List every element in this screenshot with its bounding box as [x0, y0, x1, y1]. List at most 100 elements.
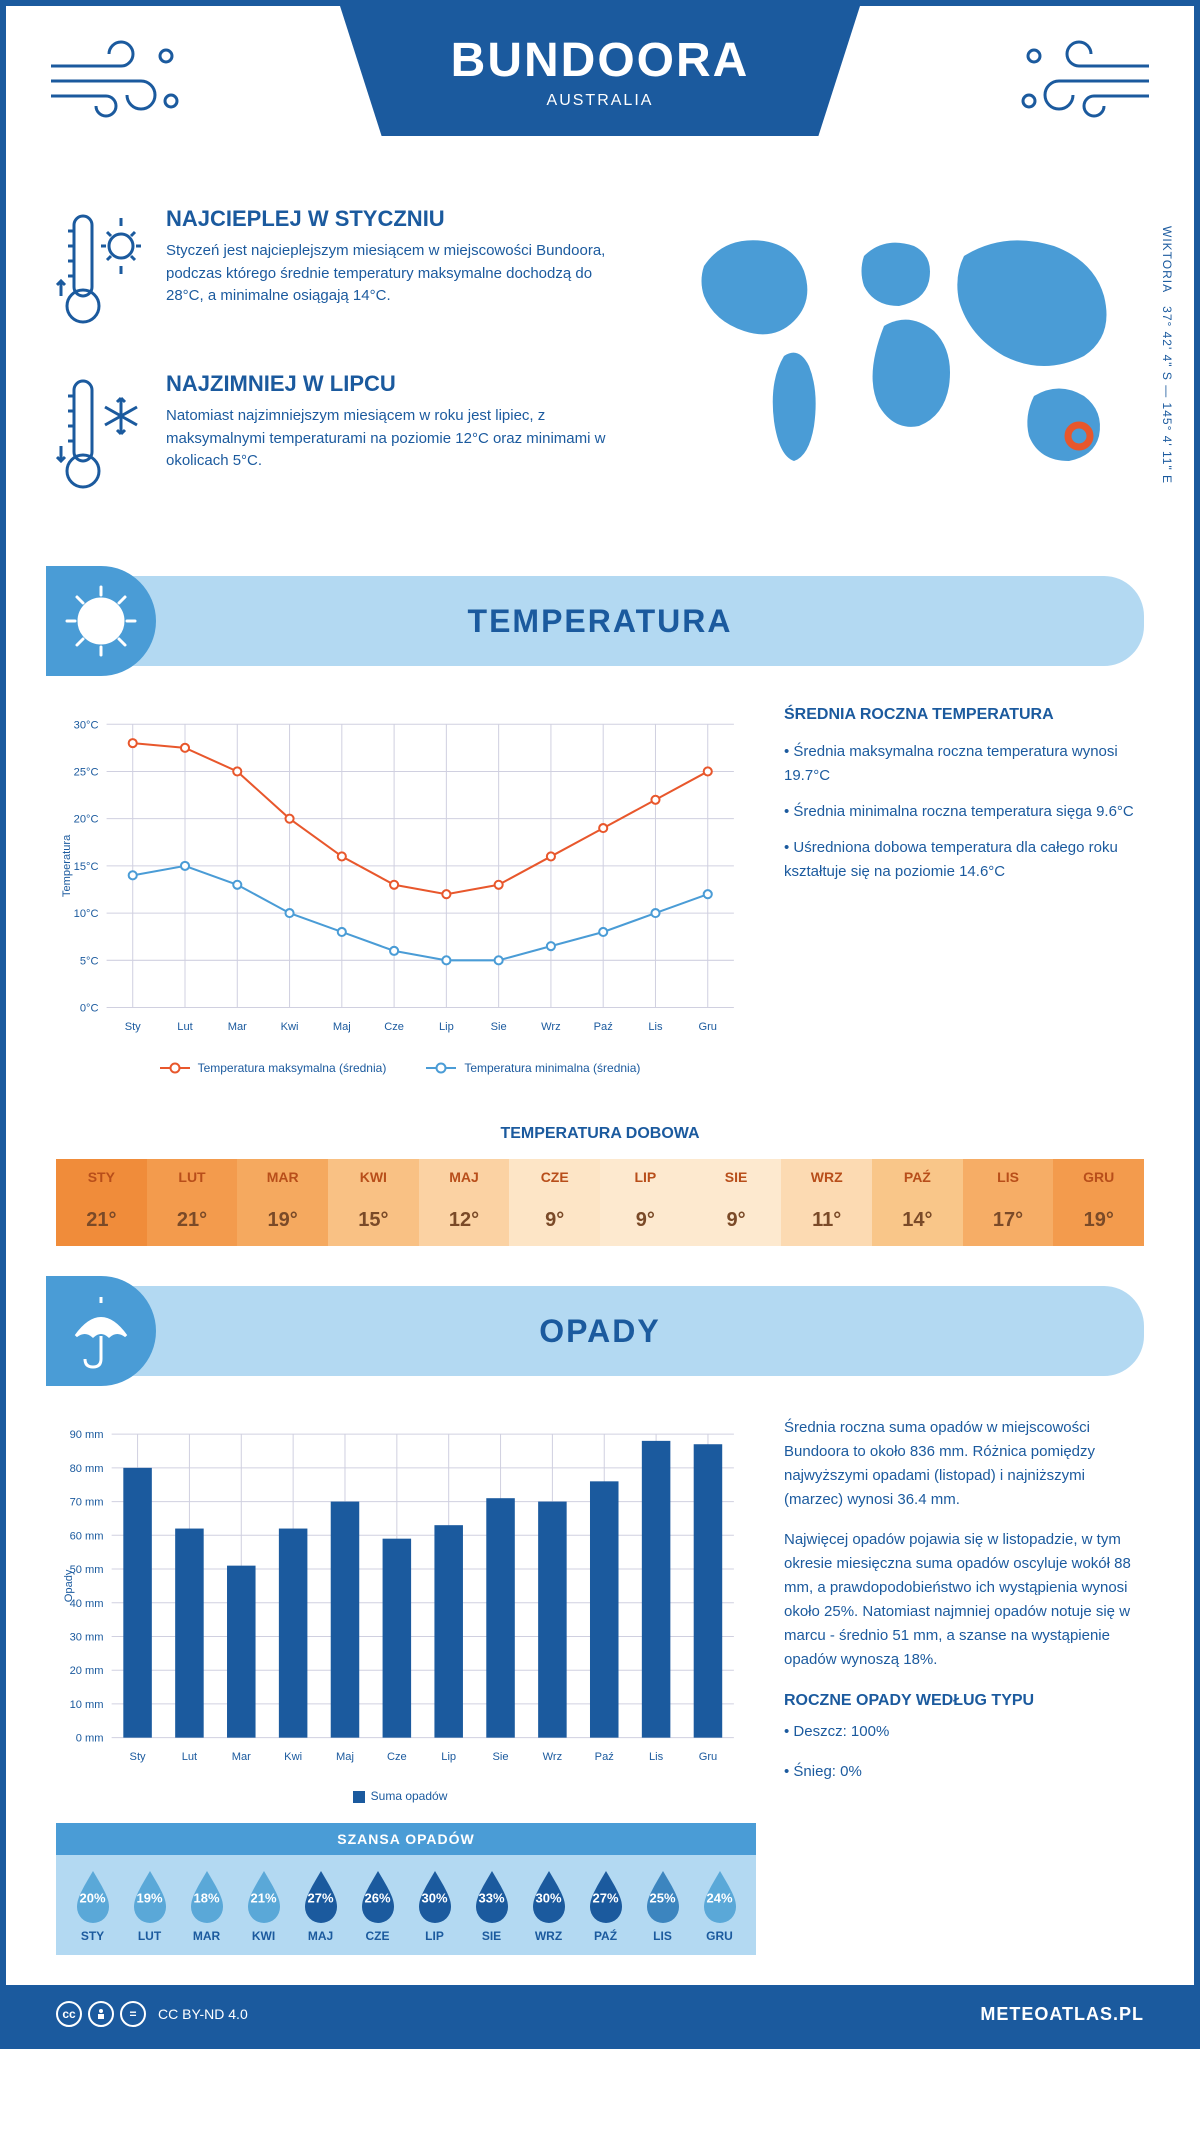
daily-col: WRZ 11°: [781, 1159, 872, 1246]
precipitation-section-header: OPADY: [56, 1286, 1144, 1376]
svg-text:Paź: Paź: [594, 1021, 613, 1033]
license-text: CC BY-ND 4.0: [158, 2006, 248, 2022]
svg-text:Lis: Lis: [648, 1021, 663, 1033]
coldest-block: NAJZIMNIEJ W LIPCU Natomiast najzimniejs…: [56, 371, 624, 506]
svg-text:Cze: Cze: [387, 1751, 407, 1763]
legend-min: .legend-item:nth-child(2) .legend-swatch…: [426, 1061, 640, 1075]
daily-col: MAJ 12°: [419, 1159, 510, 1246]
precip-type: • Śnieg: 0%: [784, 1760, 1144, 1784]
svg-text:Lut: Lut: [182, 1751, 197, 1763]
daily-temp-title: TEMPERATURA DOBOWA: [6, 1125, 1194, 1143]
daily-col: MAR 19°: [237, 1159, 328, 1246]
svg-text:Mar: Mar: [232, 1751, 251, 1763]
svg-text:Maj: Maj: [336, 1751, 354, 1763]
svg-text:Paź: Paź: [595, 1751, 614, 1763]
chance-col: 30% WRZ: [520, 1867, 577, 1943]
legend-max: .legend-item:nth-child(1) .legend-swatch…: [160, 1061, 387, 1075]
svg-text:Wrz: Wrz: [541, 1021, 561, 1033]
umbrella-icon: [46, 1276, 156, 1386]
warmest-block: NAJCIEPLEJ W STYCZNIU Styczeń jest najci…: [56, 206, 624, 341]
svg-text:Cze: Cze: [384, 1021, 404, 1033]
daily-col: LUT 21°: [147, 1159, 238, 1246]
header: BUNDOORA AUSTRALIA: [6, 6, 1194, 186]
wind-icon: [1014, 36, 1154, 131]
daily-col: GRU 19°: [1053, 1159, 1144, 1246]
header-banner: BUNDOORA AUSTRALIA: [340, 6, 860, 136]
svg-text:Maj: Maj: [333, 1021, 351, 1033]
warmest-text: Styczeń jest najcieplejszym miesiącem w …: [166, 240, 624, 308]
chance-col: 18% MAR: [178, 1867, 235, 1943]
svg-text:Sie: Sie: [493, 1751, 509, 1763]
svg-text:Wrz: Wrz: [543, 1751, 563, 1763]
daily-col: STY 21°: [56, 1159, 147, 1246]
svg-text:0°C: 0°C: [80, 1003, 99, 1015]
svg-text:80 mm: 80 mm: [70, 1463, 104, 1475]
precip-type-title: ROCZNE OPADY WEDŁUG TYPU: [784, 1692, 1144, 1710]
svg-text:Lip: Lip: [441, 1751, 456, 1763]
sun-icon: [46, 566, 156, 676]
thermometer-snow-icon: [56, 371, 146, 506]
chance-col: 27% MAJ: [292, 1867, 349, 1943]
chance-col: 25% LIS: [634, 1867, 691, 1943]
svg-text:Lip: Lip: [439, 1021, 454, 1033]
thermometer-sun-icon: [56, 206, 146, 341]
svg-text:Gru: Gru: [698, 1021, 717, 1033]
chance-col: 30% LIP: [406, 1867, 463, 1943]
footer: cc = CC BY-ND 4.0 METEOATLAS.PL: [6, 1985, 1194, 2043]
temperature-section-header: TEMPERATURA: [56, 576, 1144, 666]
cc-icon: cc: [56, 2001, 82, 2027]
svg-text:20 mm: 20 mm: [70, 1665, 104, 1677]
rain-chance-table: SZANSA OPADÓW 20% STY 19% LUT 18% MAR 21…: [56, 1823, 756, 1955]
by-icon: [88, 2001, 114, 2027]
daily-temp-table: STY 21° LUT 21° MAR 19° KWI 15° MAJ 12° …: [56, 1159, 1144, 1246]
chance-col: 24% GRU: [691, 1867, 748, 1943]
temperature-stats: ŚREDNIA ROCZNA TEMPERATURA • Średnia mak…: [784, 706, 1144, 1075]
wind-icon: [46, 36, 186, 131]
svg-text:Mar: Mar: [228, 1021, 247, 1033]
coldest-text: Natomiast najzimniejszym miesiącem w rok…: [166, 405, 624, 473]
svg-text:20°C: 20°C: [74, 814, 99, 826]
svg-text:60 mm: 60 mm: [70, 1530, 104, 1542]
daily-col: KWI 15°: [328, 1159, 419, 1246]
svg-text:25°C: 25°C: [74, 766, 99, 778]
rain-chance-title: SZANSA OPADÓW: [56, 1823, 756, 1855]
daily-col: SIE 9°: [691, 1159, 782, 1246]
temp-stat: • Średnia minimalna roczna temperatura s…: [784, 800, 1144, 824]
svg-text:Gru: Gru: [699, 1751, 718, 1763]
chance-col: 20% STY: [64, 1867, 121, 1943]
warmest-title: NAJCIEPLEJ W STYCZNIU: [166, 206, 624, 232]
chance-col: 27% PAŹ: [577, 1867, 634, 1943]
info-section: NAJCIEPLEJ W STYCZNIU Styczeń jest najci…: [6, 186, 1194, 576]
svg-text:0 mm: 0 mm: [76, 1733, 104, 1745]
precip-legend: Suma opadów: [56, 1789, 744, 1803]
svg-text:Opady: Opady: [63, 1569, 75, 1602]
page-title: BUNDOORA: [451, 33, 750, 88]
daily-col: CZE 9°: [509, 1159, 600, 1246]
svg-text:5°C: 5°C: [80, 955, 99, 967]
section-title: OPADY: [539, 1313, 660, 1350]
precip-type: • Deszcz: 100%: [784, 1720, 1144, 1744]
daily-col: LIP 9°: [600, 1159, 691, 1246]
svg-text:30°C: 30°C: [74, 719, 99, 731]
daily-col: LIS 17°: [963, 1159, 1054, 1246]
world-map: WIKTORIA 37° 42' 4" S — 145° 4' 11" E: [664, 206, 1144, 536]
svg-text:Lis: Lis: [649, 1751, 664, 1763]
svg-text:15°C: 15°C: [74, 861, 99, 873]
svg-text:Kwi: Kwi: [284, 1751, 302, 1763]
chance-col: 21% KWI: [235, 1867, 292, 1943]
svg-text:Sty: Sty: [130, 1751, 146, 1763]
svg-text:Temperatura: Temperatura: [61, 834, 73, 897]
chance-col: 19% LUT: [121, 1867, 178, 1943]
svg-text:Lut: Lut: [177, 1021, 192, 1033]
section-title: TEMPERATURA: [468, 603, 733, 640]
temperature-chart: 0°C5°C10°C15°C20°C25°C30°CStyLutMarKwiMa…: [56, 706, 744, 1075]
precipitation-text: Średnia roczna suma opadów w miejscowośc…: [784, 1416, 1144, 1803]
svg-text:Sie: Sie: [491, 1021, 507, 1033]
precip-paragraph: Średnia roczna suma opadów w miejscowośc…: [784, 1416, 1144, 1512]
chance-col: 33% SIE: [463, 1867, 520, 1943]
svg-text:Kwi: Kwi: [281, 1021, 299, 1033]
svg-text:30 mm: 30 mm: [70, 1632, 104, 1644]
precipitation-chart: 0 mm10 mm20 mm30 mm40 mm50 mm60 mm70 mm8…: [56, 1416, 744, 1803]
svg-text:70 mm: 70 mm: [70, 1497, 104, 1509]
coordinates: WIKTORIA 37° 42' 4" S — 145° 4' 11" E: [1160, 226, 1174, 484]
